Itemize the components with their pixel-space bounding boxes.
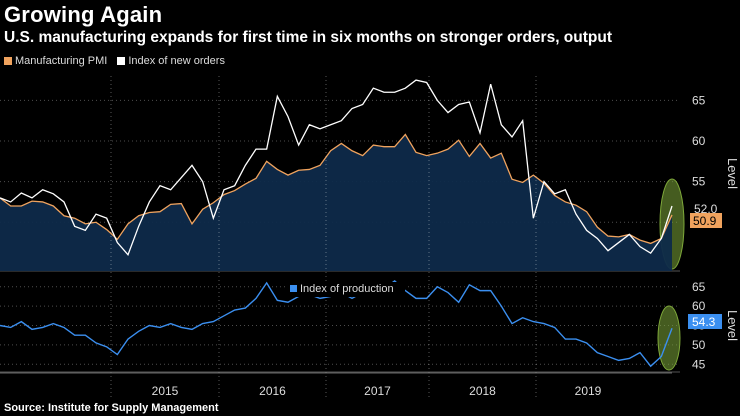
pmi-line [0,133,673,245]
x-axis: 2015 2016 2017 2018 2019 [0,76,672,399]
y-axis-title: Level [725,310,740,341]
top-legend: Manufacturing PMI Index of new orders [4,55,225,67]
x-tick-label: 2015 [152,384,179,398]
legend-label-orders: Index of new orders [128,55,225,67]
orders-line [0,79,673,256]
x-tick-label: 2017 [364,384,391,398]
legend-swatch-pmi [4,57,12,65]
chart-title: Growing Again [4,2,163,27]
y-tick-label: 65 [692,280,706,294]
legend-label-production: Index of production [300,283,394,295]
y-axis-title: Level [725,158,740,189]
x-tick-label: 2018 [469,384,496,398]
y-tick-label: 60 [692,299,706,313]
y-tick-label: 55 [692,175,706,189]
y-tick-label: 50 [692,338,706,352]
production-end-label: 54.3 [692,315,716,329]
orders-end-label: 52.0 [694,202,718,216]
y-tick-label: 65 [692,93,706,107]
x-tick-label: 2019 [575,384,602,398]
legend-item-pmi: Manufacturing PMI [4,55,107,67]
legend-swatch-orders [117,57,126,65]
pmi-end-badge [690,213,722,228]
chart-subtitle: U.S. manufacturing expands for first tim… [4,29,613,46]
source-note: Source: Institute for Supply Management [4,402,219,414]
y-tick-label: 45 [692,357,706,371]
x-tick-label: 2016 [259,384,286,398]
legend-swatch-production [290,285,297,292]
production-end-badge [688,314,722,329]
pmi-end-label: 50.9 [693,214,717,228]
y-tick-label: 60 [692,134,706,148]
legend-label-pmi: Manufacturing PMI [15,55,108,67]
production-legend-bg [287,282,405,297]
top-panel: 50556065Level52.050.9 [0,79,740,272]
pmi-area [0,134,672,271]
legend-item-orders: Index of new orders [117,55,225,67]
